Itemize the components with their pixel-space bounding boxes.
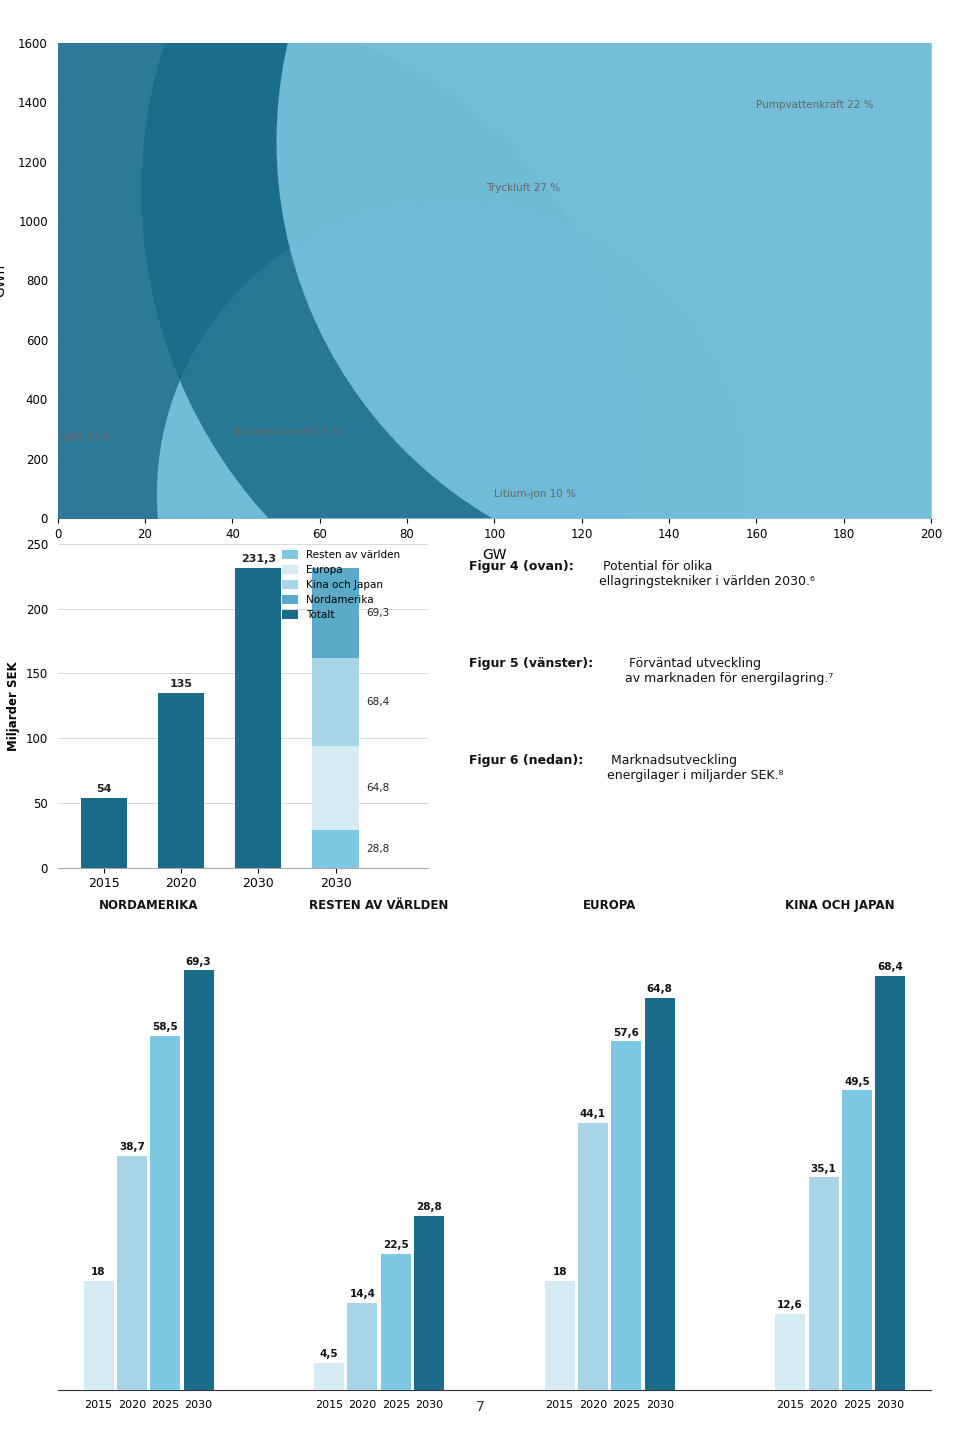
Bar: [544, 1281, 575, 1390]
Text: NORDAMERIKA: NORDAMERIKA: [99, 898, 199, 911]
Bar: [314, 1363, 344, 1390]
Text: Figur 5 (vänster):: Figur 5 (vänster):: [468, 658, 593, 671]
Bar: [158, 692, 204, 867]
Bar: [235, 567, 281, 867]
Text: 57,6: 57,6: [613, 1027, 639, 1037]
Text: Marknadsutveckling
energilager i miljarder SEK.⁸: Marknadsutveckling energilager i miljard…: [608, 754, 784, 782]
Text: 28,8: 28,8: [417, 1202, 442, 1212]
Text: Natrium-svavel 23 %: Natrium-svavel 23 %: [232, 427, 342, 437]
Bar: [578, 1123, 608, 1390]
Bar: [876, 976, 905, 1390]
Bar: [151, 1036, 180, 1390]
Text: 14,4: 14,4: [349, 1290, 375, 1300]
Text: Figur 6 (nedan):: Figur 6 (nedan):: [468, 754, 583, 767]
Bar: [348, 1303, 377, 1390]
Text: 231,3: 231,3: [241, 555, 276, 565]
Text: 69,3: 69,3: [367, 608, 390, 618]
Text: 18: 18: [552, 1267, 566, 1277]
Bar: [381, 1254, 411, 1390]
Bar: [183, 970, 214, 1390]
Text: VRB 23 %: VRB 23 %: [62, 433, 113, 443]
Text: 64,8: 64,8: [647, 984, 673, 995]
Text: 68,4: 68,4: [877, 962, 903, 972]
Text: 69,3: 69,3: [186, 957, 211, 967]
Bar: [117, 1155, 147, 1390]
Bar: [312, 567, 359, 658]
Point: [618, 181, 634, 203]
Bar: [312, 747, 359, 830]
Text: 35,1: 35,1: [810, 1164, 836, 1174]
Text: Pumpvattenkraft 22 %: Pumpvattenkraft 22 %: [756, 100, 874, 110]
Text: EUROPA: EUROPA: [583, 898, 636, 911]
Bar: [312, 830, 359, 867]
Point: [124, 450, 139, 473]
Bar: [775, 1314, 805, 1390]
Text: 28,8: 28,8: [367, 844, 390, 854]
Legend: Resten av världen, Europa, Kina och Japan, Nordamerika, Totalt: Resten av världen, Europa, Kina och Japa…: [277, 546, 404, 623]
Text: 49,5: 49,5: [844, 1076, 870, 1086]
Text: 64,8: 64,8: [367, 784, 390, 794]
Bar: [808, 1178, 838, 1390]
Text: Figur 4 (ovan):: Figur 4 (ovan):: [468, 560, 573, 573]
Text: 38,7: 38,7: [119, 1142, 145, 1152]
Text: 22,5: 22,5: [383, 1240, 409, 1250]
Bar: [842, 1091, 872, 1390]
Text: 135: 135: [170, 679, 193, 689]
Bar: [612, 1042, 641, 1390]
Point: [180, 444, 196, 467]
Point: [443, 483, 458, 506]
Text: 58,5: 58,5: [153, 1022, 179, 1032]
Y-axis label: Miljarder SEK: Miljarder SEK: [7, 661, 20, 751]
Text: 54: 54: [96, 784, 111, 794]
Bar: [645, 997, 675, 1390]
Text: 44,1: 44,1: [580, 1109, 606, 1119]
Text: 7: 7: [475, 1400, 485, 1414]
Point: [705, 129, 720, 152]
Bar: [81, 798, 127, 867]
Text: 68,4: 68,4: [367, 696, 390, 706]
Y-axis label: GWh: GWh: [0, 264, 7, 297]
Text: Tryckluft 27 %: Tryckluft 27 %: [486, 183, 560, 193]
Text: 12,6: 12,6: [778, 1300, 803, 1310]
Text: Förväntad utveckling
av marknaden för energilagring.⁷: Förväntad utveckling av marknaden för en…: [625, 658, 833, 685]
Text: RESTEN AV VÄRLDEN: RESTEN AV VÄRLDEN: [309, 898, 449, 911]
X-axis label: GW: GW: [482, 547, 507, 562]
Text: 4,5: 4,5: [320, 1348, 338, 1358]
Bar: [414, 1215, 444, 1390]
Text: 18: 18: [91, 1267, 106, 1277]
Bar: [312, 658, 359, 747]
Text: Potential för olika
ellagringstekniker i världen 2030.⁶: Potential för olika ellagringstekniker i…: [599, 560, 815, 588]
Bar: [84, 1281, 113, 1390]
Text: KINA OCH JAPAN: KINA OCH JAPAN: [785, 898, 895, 911]
Text: Litium-jon 10 %: Litium-jon 10 %: [494, 489, 576, 499]
